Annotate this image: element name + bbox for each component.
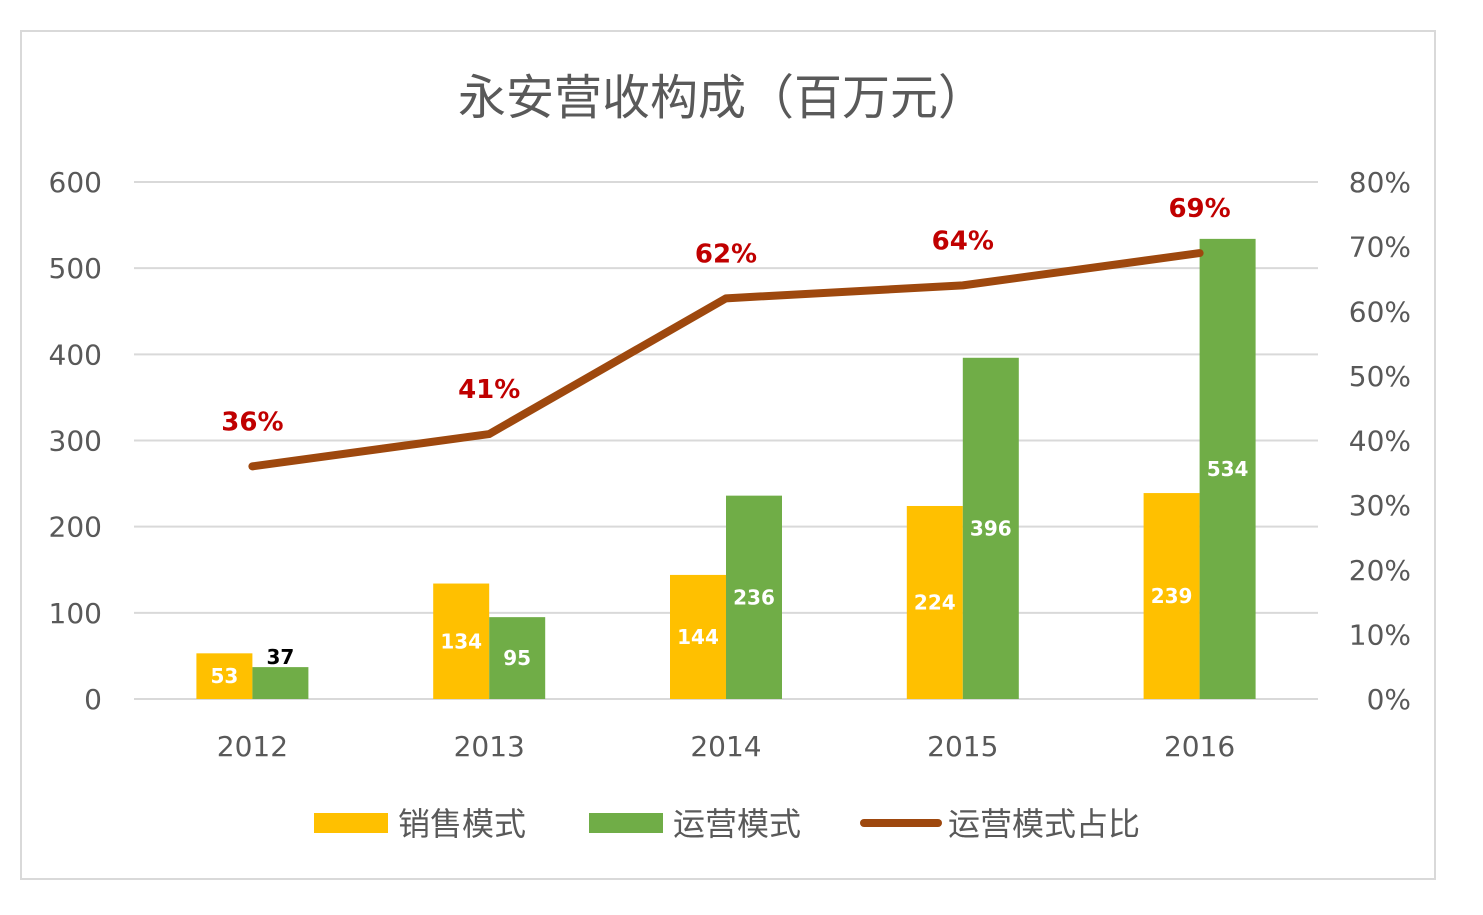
bar-operation <box>726 495 782 699</box>
left-tick-label: 0 <box>84 683 102 716</box>
right-tick-label: 40% <box>1349 425 1411 458</box>
x-tick-label: 2016 <box>1164 730 1235 763</box>
right-tick-label: 0% <box>1367 683 1411 716</box>
bar-operation <box>1199 238 1256 699</box>
bar-sales <box>670 574 726 699</box>
x-tick-label: 2014 <box>690 730 761 763</box>
bar-sales <box>1143 493 1200 699</box>
x-tick-label: 2015 <box>927 730 998 763</box>
left-axis: 0 100 200 300 400 500 600 <box>49 166 102 716</box>
legend-swatch <box>589 813 663 833</box>
right-axis: 0% 10% 20% 30% 40% 50% 60% 70% 80% <box>1349 166 1411 716</box>
bar-value-label: 224 <box>914 590 956 614</box>
left-tick-label: 500 <box>49 252 102 285</box>
bar-sales <box>906 505 963 699</box>
ratio-line: 36% 41% 62% 64% 69% <box>221 194 1231 471</box>
right-tick-label: 70% <box>1349 231 1411 264</box>
bars: 53 134 144 224 239 37 95 236 396 534 <box>196 238 1256 699</box>
bar-value-label: 534 <box>1207 457 1249 481</box>
bar-operation <box>489 617 546 699</box>
bar-sales <box>433 583 490 699</box>
ratio-label: 64% <box>932 226 994 256</box>
right-tick-label: 60% <box>1349 295 1411 328</box>
ratio-label: 36% <box>221 407 283 437</box>
bar-sales <box>196 653 253 699</box>
legend: 销售模式 运营模式 运营模式占比 <box>314 805 1140 843</box>
left-tick-label: 400 <box>49 338 102 371</box>
ratio-label: 69% <box>1168 194 1230 224</box>
bar-value-label: 236 <box>733 585 775 609</box>
right-tick-label: 30% <box>1349 489 1411 522</box>
bar-value-label: 53 <box>210 664 238 688</box>
right-tick-label: 10% <box>1349 618 1411 651</box>
ratio-label: 41% <box>458 375 520 405</box>
x-tick-label: 2013 <box>454 730 525 763</box>
left-tick-label: 300 <box>49 425 102 458</box>
legend-label: 销售模式 <box>398 805 526 843</box>
chart-frame: 永安营收构成（百万元） 0 100 200 300 400 500 600 0% 10% 20%… <box>20 30 1436 880</box>
x-tick-label: 2012 <box>217 730 288 763</box>
legend-label: 运营模式占比 <box>948 805 1140 843</box>
left-tick-label: 100 <box>49 597 102 630</box>
left-tick-label: 200 <box>49 511 102 544</box>
right-tick-label: 80% <box>1349 166 1411 199</box>
bar-operation <box>962 357 1019 699</box>
bar-value-label: 95 <box>503 646 531 670</box>
bar-value-label: 396 <box>970 516 1012 540</box>
bar-value-label: 239 <box>1151 584 1193 608</box>
x-axis: 2012 2013 2014 2015 2016 <box>217 730 1235 763</box>
bar-value-label: 144 <box>677 625 719 649</box>
legend-label: 运营模式 <box>673 805 801 843</box>
bar-operation <box>252 667 309 699</box>
ratio-line-path <box>248 249 1204 471</box>
right-tick-label: 20% <box>1349 554 1411 587</box>
revenue-chart: 永安营收构成（百万元） 0 100 200 300 400 500 600 0% 10% 20%… <box>49 70 1411 843</box>
bar-value-label: 134 <box>440 629 482 653</box>
bar-value-label: 37 <box>266 645 294 669</box>
right-tick-label: 50% <box>1349 360 1411 393</box>
chart-title: 永安营收构成（百万元） <box>458 70 986 126</box>
ratio-label: 62% <box>695 239 757 269</box>
legend-swatch <box>314 813 388 833</box>
left-tick-label: 600 <box>49 166 102 199</box>
